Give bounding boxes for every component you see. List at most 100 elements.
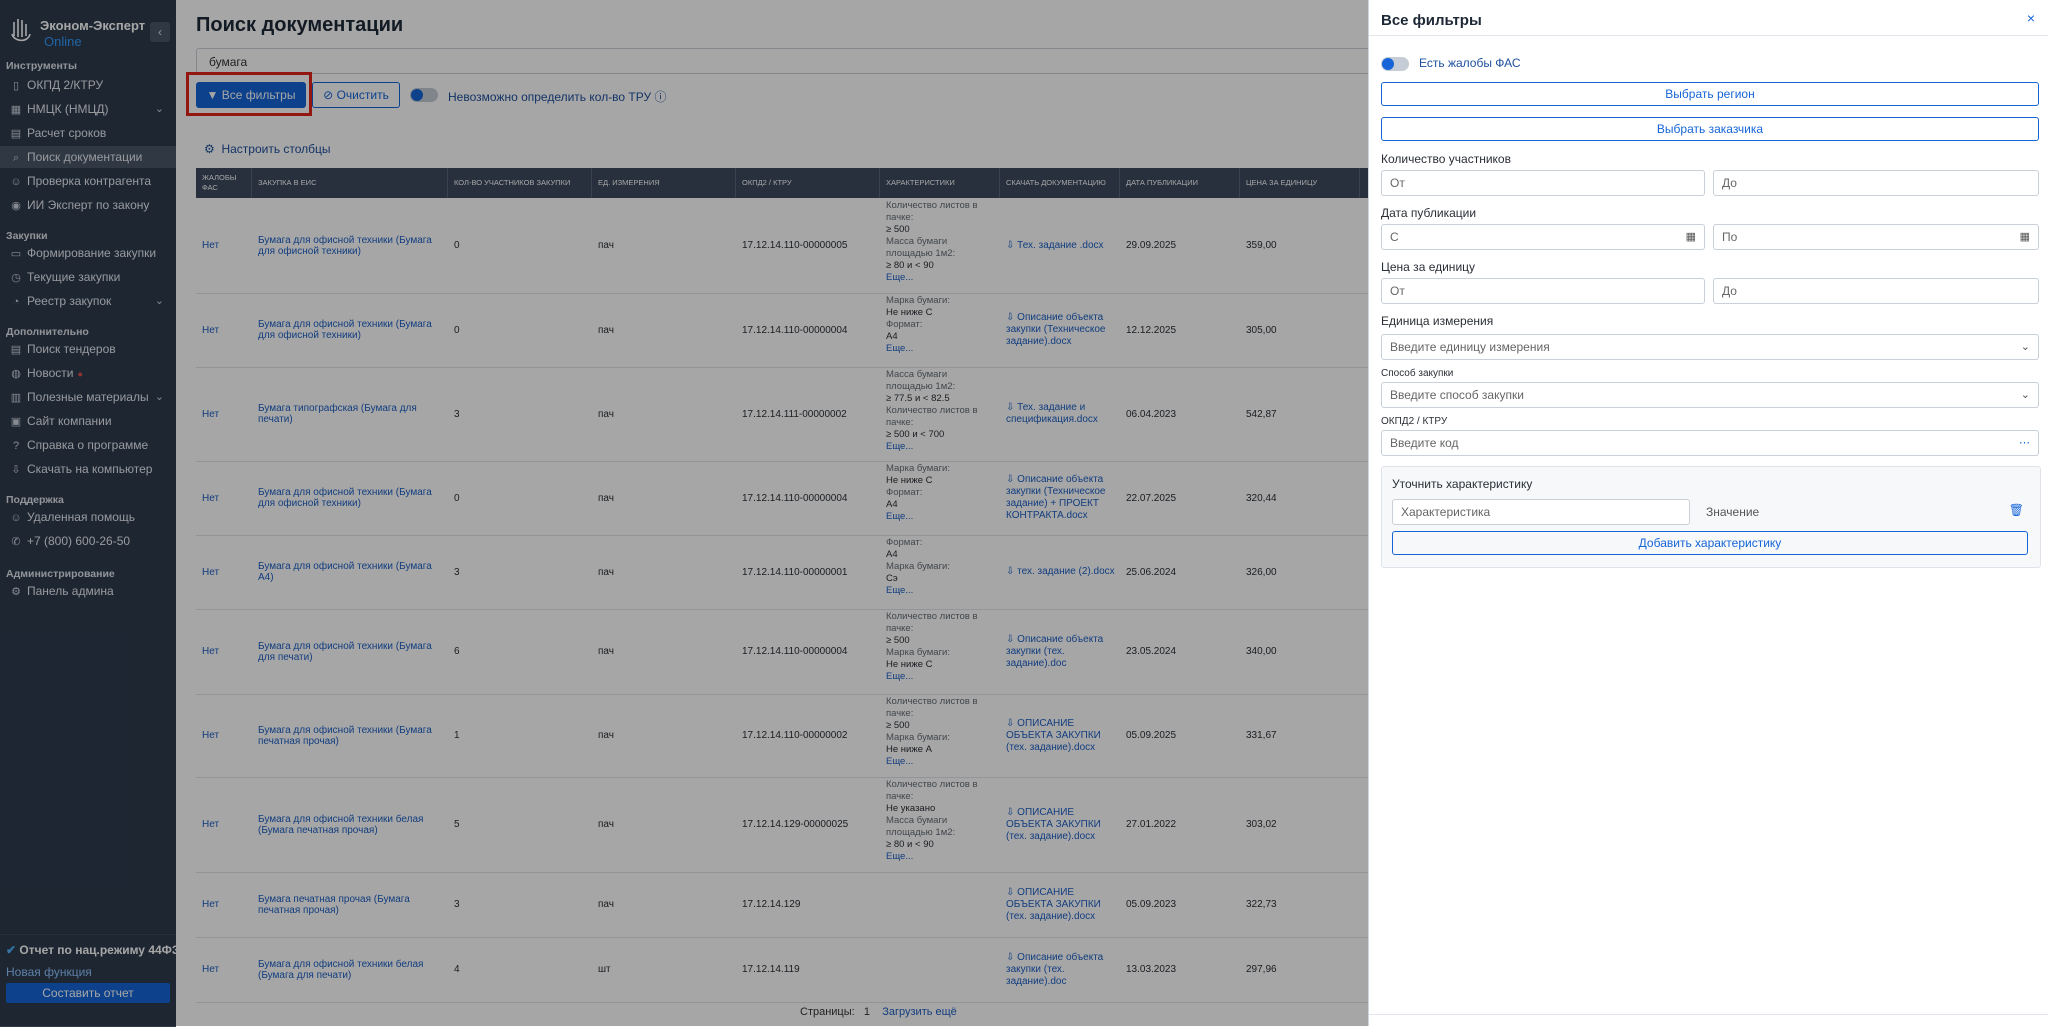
modal-overlay[interactable] <box>0 0 1368 1026</box>
calendar-icon[interactable]: ▦ <box>2019 231 2030 243</box>
sidebar-item-remote[interactable]: ☺ Удаленная помощь <box>0 506 176 528</box>
purchase-link[interactable]: Бумага для офисной техники белая (Бумага… <box>258 813 424 836</box>
purchase-link[interactable]: Бумага для офисной техники белая (Бумага… <box>258 958 424 981</box>
sidebar-item-admin-panel[interactable]: ⚙ Панель админа <box>0 580 176 602</box>
sidebar-item-label: Поиск тендеров <box>27 342 116 356</box>
participants-to-input[interactable]: До <box>1713 170 2039 196</box>
okpd-input[interactable]: Введите код ⋯ <box>1381 430 2039 456</box>
sidebar-item-site[interactable]: ▣ Сайт компании <box>0 410 176 432</box>
purchase-link[interactable]: Бумага для офисной техники (Бумага для о… <box>258 234 432 257</box>
col-chars[interactable]: Характеристики <box>880 168 1000 198</box>
fas-cell[interactable]: Нет <box>202 566 220 578</box>
logo[interactable]: Эконом-Эксперт Online <box>8 14 168 50</box>
sidebar-item-nmck[interactable]: ▦ НМЦК (НМЦД) ⌄ <box>0 98 176 120</box>
col-date[interactable]: Дата публикации <box>1120 168 1240 198</box>
col-unit[interactable]: Ед. измерения <box>592 168 736 198</box>
close-icon[interactable]: × <box>2026 10 2035 26</box>
purchase-link[interactable]: Бумага типографская (Бумага для печати) <box>258 403 417 425</box>
download-doc-link[interactable]: ⇩ Тех. задание .docx <box>1006 240 1116 252</box>
sidebar-item-phone[interactable]: ✆ +7 (800) 600-26-50 <box>0 530 176 552</box>
choose-region-button[interactable]: Выбрать регион <box>1381 82 2039 106</box>
make-report-button[interactable]: Составить отчет <box>6 983 170 1003</box>
more-link[interactable]: Еще... <box>886 756 914 767</box>
fas-cell[interactable]: Нет <box>202 730 220 741</box>
download-doc-link[interactable]: ⇩ Описание объекта закупки (Техническое … <box>1006 474 1116 522</box>
sidebar-item-tenders[interactable]: ▤ Поиск тендеров <box>0 338 176 360</box>
download-doc-link[interactable]: ⇩ ОПИСАНИЕ ОБЪЕКТА ЗАКУПКИ (тех. задание… <box>1006 807 1116 843</box>
fas-cell[interactable]: Нет <box>202 964 220 975</box>
purchase-link[interactable]: Бумага печатная прочая (Бумага печатная … <box>258 893 410 916</box>
participants-from-input[interactable]: От <box>1381 170 1705 196</box>
download-doc-link[interactable]: ⇩ Тех. задание и спецификация.docx <box>1006 402 1116 426</box>
sidebar-item-label: Расчет сроков <box>27 126 107 140</box>
download-doc-link[interactable]: ⇩ тех. задание (2).docx <box>1006 566 1116 578</box>
more-link[interactable]: Еще... <box>886 441 914 452</box>
sidebar-item-registry[interactable]: ◔ Реестр закупок ⌄ <box>0 290 176 312</box>
date-to-input[interactable]: По ▦ <box>1713 224 2039 250</box>
fas-cell[interactable]: Нет <box>202 324 220 336</box>
unit-select[interactable]: Введите единицу измерения ⌄ <box>1381 334 2039 360</box>
purchase-link[interactable]: Бумага для офисной техники (Бумага для п… <box>258 640 432 663</box>
collapse-sidebar-button[interactable]: ‹ <box>150 22 170 42</box>
characteristic-input[interactable]: Характеристика <box>1392 499 1690 525</box>
add-characteristic-button[interactable]: Добавить характеристику <box>1392 531 2028 555</box>
fas-cell[interactable]: Нет <box>202 899 220 910</box>
trash-icon[interactable]: 🗑 <box>2008 503 2024 517</box>
col-price[interactable]: Цена за единицу <box>1240 168 1360 198</box>
table-header: Жалобы ФАС Закупка в ЕИС Кол-во участник… <box>196 168 1540 198</box>
more-link[interactable]: Еще... <box>886 585 914 596</box>
calendar-icon[interactable]: ▦ <box>1685 231 1696 243</box>
undefined-qty-toggle[interactable] <box>410 88 438 102</box>
more-link[interactable]: Еще... <box>886 343 914 354</box>
fas-cell[interactable]: Нет <box>202 819 220 830</box>
sidebar-item-about[interactable]: ? Справка о программе <box>0 434 176 456</box>
more-link[interactable]: Еще... <box>886 511 914 522</box>
fas-cell[interactable]: Нет <box>202 240 220 251</box>
help-circle-icon[interactable]: ⓘ <box>654 90 667 104</box>
more-link[interactable]: Еще... <box>886 272 914 283</box>
more-link[interactable]: Еще... <box>886 851 914 862</box>
price-from-input[interactable]: От <box>1381 278 1705 304</box>
pager-page[interactable]: 1 <box>863 1006 870 1018</box>
download-doc-link[interactable]: ⇩ Описание объекта закупки (тех. задание… <box>1006 634 1116 670</box>
fas-cell[interactable]: Нет <box>202 646 220 657</box>
purchase-link[interactable]: Бумага для офисной техники (Бумага для о… <box>258 319 432 341</box>
date-from-input[interactable]: С ▦ <box>1381 224 1705 250</box>
choose-customer-button[interactable]: Выбрать заказчика <box>1381 117 2039 141</box>
sidebar-item-current[interactable]: ◷ Текущие закупки <box>0 266 176 288</box>
col-fas[interactable]: Жалобы ФАС <box>196 168 252 198</box>
col-okpd[interactable]: ОКПД2 / КТРУ <box>736 168 880 198</box>
sidebar-item-docs[interactable]: ⌕ Поиск документации <box>0 146 176 168</box>
col-doc[interactable]: Скачать документацию <box>1000 168 1120 198</box>
download-doc-link[interactable]: ⇩ Описание объекта закупки (Техническое … <box>1006 312 1116 348</box>
configure-columns-button[interactable]: ⚙ Настроить столбцы <box>204 142 331 156</box>
download-doc-link[interactable]: ⇩ Описание объекта закупки (тех. задание… <box>1006 952 1116 988</box>
download-doc-link[interactable]: ⇩ ОПИСАНИЕ ОБЪЕКТА ЗАКУПКИ (тех. задание… <box>1006 887 1116 923</box>
more-icon[interactable]: ⋯ <box>2019 437 2030 449</box>
sidebar-item-news[interactable]: ◍ Новости ● <box>0 362 176 384</box>
purchase-link[interactable]: Бумага для офисной техники (Бумага А4) <box>258 561 432 583</box>
all-filters-button[interactable]: ▼ Все фильтры <box>196 82 306 108</box>
download-doc-link[interactable]: ⇩ ОПИСАНИЕ ОБЪЕКТА ЗАКУПКИ (тех. задание… <box>1006 718 1116 754</box>
sidebar-item-label: Текущие закупки <box>27 270 121 284</box>
sidebar-item-ai[interactable]: ◉ ИИ Эксперт по закону <box>0 194 176 216</box>
fas-cell[interactable]: Нет <box>202 408 220 420</box>
price-to-input[interactable]: До <box>1713 278 2039 304</box>
purchase-link[interactable]: Бумага для офисной техники (Бумага для о… <box>258 487 432 509</box>
clear-button[interactable]: ⊘ Очистить <box>312 82 400 108</box>
sidebar-item-deadlines[interactable]: ▤ Расчет сроков <box>0 122 176 144</box>
method-select[interactable]: Введите способ закупки ⌄ <box>1381 382 2039 408</box>
sidebar-item-label: Скачать на компьютер <box>27 462 153 476</box>
more-link[interactable]: Еще... <box>886 671 914 682</box>
sidebar-item-okpd[interactable]: ▯ ОКПД 2/КТРУ <box>0 74 176 96</box>
col-purchase[interactable]: Закупка в ЕИС <box>252 168 448 198</box>
sidebar-item-download[interactable]: ⇩ Скачать на компьютер <box>0 458 176 480</box>
fas-toggle[interactable] <box>1381 57 1409 71</box>
fas-cell[interactable]: Нет <box>202 492 220 504</box>
load-more-link[interactable]: Загрузить ещё <box>882 1006 957 1018</box>
sidebar-item-materials[interactable]: ▥ Полезные материалы ⌄ <box>0 386 176 408</box>
purchase-link[interactable]: Бумага для офисной техники (Бумага печат… <box>258 724 432 747</box>
col-participants[interactable]: Кол-во участников закупки <box>448 168 592 198</box>
sidebar-item-form[interactable]: ▭ Формирование закупки <box>0 242 176 264</box>
sidebar-item-contractor[interactable]: ☺ Проверка контрагента <box>0 170 176 192</box>
